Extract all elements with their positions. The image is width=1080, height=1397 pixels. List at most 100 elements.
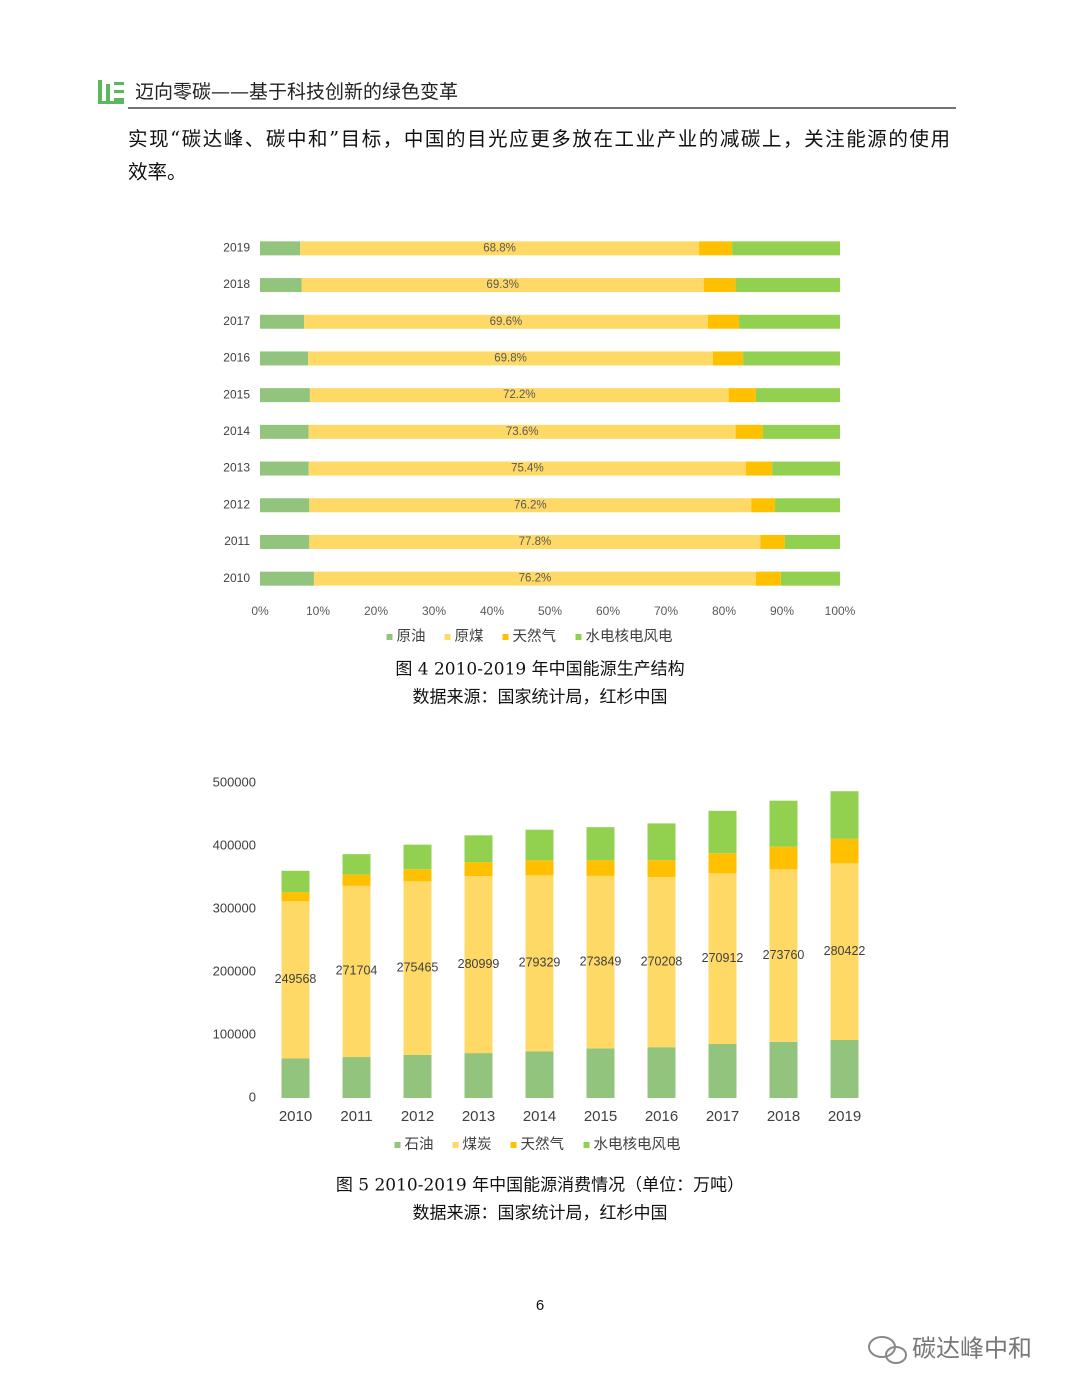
paragraph-line: 效率。 bbox=[128, 161, 187, 184]
data-label: 69.8% bbox=[494, 352, 527, 364]
bar-segment bbox=[308, 424, 736, 439]
bar-segment bbox=[769, 800, 798, 847]
bar-segment bbox=[762, 424, 840, 439]
bar-segment bbox=[342, 885, 371, 1058]
legend-swatch bbox=[386, 634, 393, 640]
data-label: 75.4% bbox=[511, 463, 544, 475]
bar-segment bbox=[525, 875, 554, 1052]
bar-segment bbox=[586, 1048, 615, 1098]
bar-segment bbox=[728, 388, 756, 403]
bar-segment bbox=[308, 351, 713, 366]
legend-swatch bbox=[444, 634, 451, 640]
y-tick-label: 500000 bbox=[213, 774, 256, 789]
data-label: 76.2% bbox=[519, 573, 552, 585]
legend-label: 石油 bbox=[405, 1136, 434, 1153]
bar-segment bbox=[281, 892, 310, 902]
x-tick-label: 2014 bbox=[523, 1108, 556, 1125]
bar-segment bbox=[300, 241, 700, 256]
y-tick-label: 2014 bbox=[223, 424, 250, 438]
x-tick-label: 10% bbox=[306, 604, 330, 618]
bar-segment bbox=[712, 351, 744, 366]
x-tick-label: 2017 bbox=[706, 1108, 739, 1125]
bar-segment bbox=[313, 571, 756, 586]
x-tick-label: 2011 bbox=[340, 1108, 372, 1125]
y-tick-label: 2013 bbox=[223, 461, 250, 475]
data-label: 270912 bbox=[702, 951, 744, 965]
legend-label: 原油 bbox=[397, 628, 426, 645]
bar-segment bbox=[260, 424, 309, 439]
bar-segment bbox=[403, 1054, 432, 1098]
bar-segment bbox=[739, 314, 840, 329]
bar-segment bbox=[525, 1051, 554, 1098]
data-label: 280422 bbox=[824, 944, 866, 958]
bar-segment bbox=[260, 351, 309, 366]
bar-segment bbox=[784, 534, 840, 549]
legend-swatch bbox=[452, 1142, 459, 1148]
bar-segment bbox=[780, 571, 840, 586]
x-tick-label: 70% bbox=[654, 604, 678, 618]
bar-segment bbox=[309, 498, 752, 513]
x-tick-label: 2013 bbox=[462, 1108, 495, 1125]
bar-segment bbox=[707, 314, 740, 329]
bar-segment bbox=[281, 1058, 310, 1098]
bar-segment bbox=[647, 860, 676, 877]
header-title: 迈向零碳——基于科技创新的绿色变革 bbox=[135, 81, 458, 103]
data-label: 69.6% bbox=[490, 316, 523, 328]
y-tick-label: 400000 bbox=[213, 837, 256, 852]
bar-segment bbox=[708, 853, 737, 874]
figure-caption: 图 4 2010-2019 年中国能源生产结构 bbox=[395, 660, 684, 680]
watermark: 碳达峰中和 bbox=[912, 1335, 1032, 1362]
bar-segment bbox=[830, 838, 859, 864]
bar-segment bbox=[260, 534, 310, 549]
bar-segment bbox=[708, 1044, 737, 1098]
x-tick-label: 60% bbox=[596, 604, 620, 618]
bar-segment bbox=[260, 241, 301, 256]
bar-segment bbox=[769, 846, 798, 870]
bar-segment bbox=[464, 1053, 493, 1098]
bar-segment bbox=[708, 873, 737, 1045]
bar-segment bbox=[769, 1041, 798, 1098]
bar-segment bbox=[755, 571, 781, 586]
data-label: 273849 bbox=[580, 954, 622, 968]
bar-segment bbox=[304, 314, 708, 329]
legend-label: 水电核电风电 bbox=[586, 628, 673, 645]
data-label: 68.8% bbox=[483, 242, 516, 254]
x-tick-label: 90% bbox=[770, 604, 794, 618]
page-number: 6 bbox=[536, 1297, 544, 1314]
bar-segment bbox=[732, 241, 840, 256]
y-tick-label: 2018 bbox=[223, 277, 250, 291]
legend-swatch bbox=[583, 1142, 590, 1148]
data-label: 273760 bbox=[763, 948, 805, 962]
data-label: 279329 bbox=[519, 956, 561, 970]
bar-segment bbox=[830, 791, 859, 839]
y-tick-label: 2015 bbox=[223, 387, 250, 401]
bar-segment bbox=[703, 278, 736, 293]
logo bbox=[98, 80, 124, 104]
bar-segment bbox=[735, 424, 763, 439]
bar-segment bbox=[525, 829, 554, 861]
data-label: 72.2% bbox=[503, 389, 536, 401]
bar-segment bbox=[830, 1040, 859, 1098]
data-label: 69.3% bbox=[486, 279, 519, 291]
bar-segment bbox=[751, 498, 776, 513]
bar-segment bbox=[746, 461, 773, 476]
legend-label: 天然气 bbox=[513, 628, 557, 645]
legend-label: 水电核电风电 bbox=[594, 1136, 681, 1153]
bar-segment bbox=[342, 854, 371, 875]
legend-label: 天然气 bbox=[521, 1136, 565, 1153]
legend-swatch bbox=[394, 1142, 401, 1148]
bar-segment bbox=[260, 498, 310, 513]
bar-segment bbox=[301, 278, 704, 293]
bar-segment bbox=[735, 278, 840, 293]
bar-segment bbox=[260, 571, 314, 586]
y-tick-label: 2016 bbox=[223, 351, 250, 365]
x-tick-label: 2018 bbox=[767, 1108, 800, 1125]
bar-segment bbox=[586, 860, 615, 876]
bar-segment bbox=[342, 1057, 371, 1098]
bar-segment bbox=[699, 241, 733, 256]
bar-segment bbox=[647, 1047, 676, 1098]
data-label: 280999 bbox=[458, 957, 500, 971]
bar-segment bbox=[755, 388, 840, 403]
